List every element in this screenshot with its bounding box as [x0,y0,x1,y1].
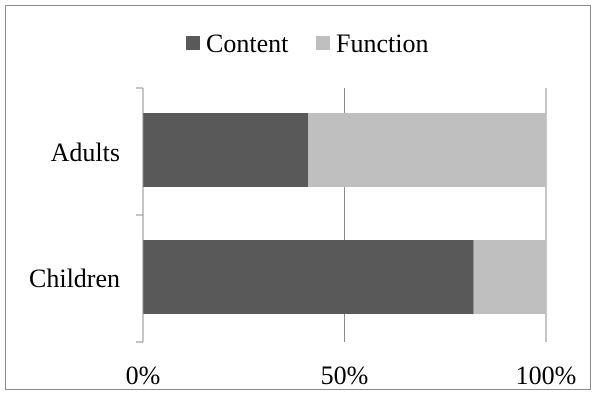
category-label-adults: Adults [51,138,120,167]
bars [143,113,546,314]
x-tick-label-0: 0% [126,361,161,390]
axes [136,87,144,343]
legend-label-content: Content [206,29,289,58]
chart-frame [5,5,591,390]
bar-children-function [473,240,546,314]
legend: Content Function [186,29,428,58]
labels: Adults Children 0% 50% 100% [29,138,576,390]
category-label-children: Children [29,264,120,293]
x-tick-label-100: 100% [516,361,577,390]
bar-adults-function [308,113,546,187]
legend-swatch-function [316,36,330,50]
bar-adults-content [143,113,309,187]
bar-children-content [143,240,474,314]
x-tick-label-50: 50% [321,361,369,390]
legend-label-function: Function [336,29,428,58]
legend-swatch-content [186,36,200,50]
